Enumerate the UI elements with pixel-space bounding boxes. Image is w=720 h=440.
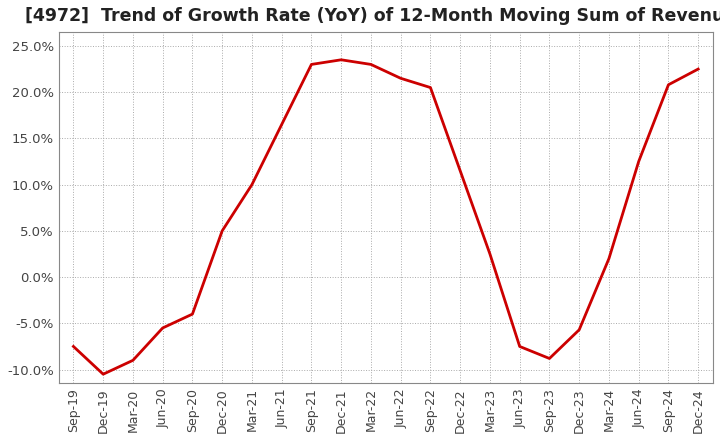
Title: [4972]  Trend of Growth Rate (YoY) of 12-Month Moving Sum of Revenues: [4972] Trend of Growth Rate (YoY) of 12-…	[25, 7, 720, 25]
